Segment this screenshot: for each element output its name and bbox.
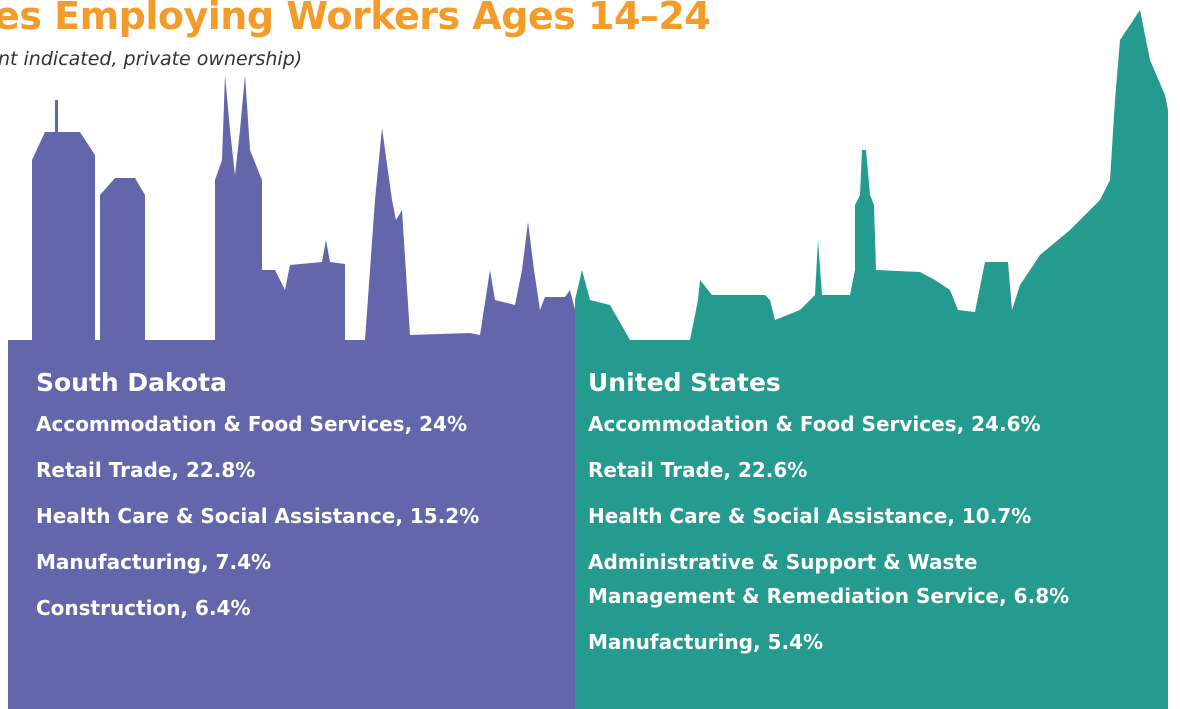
list-item: Accommodation & Food Services, 24.6% [588, 407, 1069, 441]
list-item: Health Care & Social Assistance, 10.7% [588, 499, 1069, 533]
panel-name: United States [588, 368, 1069, 397]
panel-name: South Dakota [36, 368, 479, 397]
panel: South Dakota Accommodation & Food Service… [36, 368, 479, 637]
item-text: Manufacturing, 7.4% [36, 545, 479, 579]
list-item: Manufacturing, 7.4% [36, 545, 479, 579]
list-item: Accommodation & Food Services, 24% [36, 407, 479, 441]
item-text: Accommodation & Food Services, 24.6% [588, 407, 1069, 441]
list-item: Manufacturing, 5.4% [588, 625, 1069, 659]
page: {"header": {"title": "es Employing Worke… [0, 0, 1180, 709]
item-text: Management & Remediation Service, 6.8% [588, 579, 1069, 613]
item-text: Manufacturing, 5.4% [588, 625, 1069, 659]
item-text: Health Care & Social Assistance, 10.7% [588, 499, 1069, 533]
subtitle: nt indicated, private ownership) [0, 48, 302, 70]
item-text: Health Care & Social Assistance, 15.2% [36, 499, 479, 533]
list-item: Retail Trade, 22.6% [588, 453, 1069, 487]
item-text: Construction, 6.4% [36, 591, 479, 625]
title: es Employing Workers Ages 14–24 [0, 0, 710, 38]
list-item: Retail Trade, 22.8% [36, 453, 479, 487]
item-text: Retail Trade, 22.6% [588, 453, 1069, 487]
item-text: Administrative & Support & Waste [588, 545, 1069, 579]
list-item: Construction, 6.4% [36, 591, 479, 625]
panel: United States Accommodation & Food Servic… [588, 368, 1069, 671]
list-item: Health Care & Social Assistance, 15.2% [36, 499, 479, 533]
item-text: Retail Trade, 22.8% [36, 453, 479, 487]
item-text: Accommodation & Food Services, 24% [36, 407, 479, 441]
